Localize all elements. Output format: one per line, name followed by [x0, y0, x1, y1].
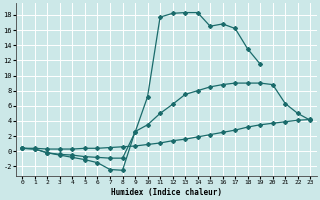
X-axis label: Humidex (Indice chaleur): Humidex (Indice chaleur) [111, 188, 222, 197]
